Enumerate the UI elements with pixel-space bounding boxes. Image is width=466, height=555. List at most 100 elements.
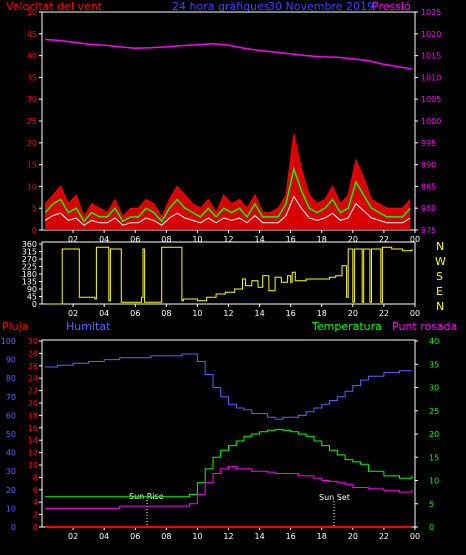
wind-x-tick-label: 16 [286, 235, 296, 244]
direction-x-tick-label: 22 [379, 309, 389, 318]
direction-x-tick-label: 08 [161, 309, 171, 318]
humidity-y-tick-label: 90 [6, 356, 16, 365]
pressure-y-tick-label: 990 [421, 161, 436, 170]
direction-x-tick-label: 06 [130, 309, 140, 318]
direction-x-tick-label: 14 [254, 309, 264, 318]
rain-y-tick-label: 10 [28, 461, 38, 470]
lower-x-tick-label: 22 [379, 532, 389, 541]
wind-x-tick-label: 12 [223, 235, 233, 244]
wind-x-tick-label: 00 [410, 235, 420, 244]
direction-label-n-bottom: N [436, 300, 444, 313]
humidity-y-tick-label: 80 [6, 374, 16, 383]
direction-x-tick-label: 18 [317, 309, 327, 318]
temperature-y-tick-label: 15 [429, 453, 439, 462]
wind-y-tick-label: 25 [27, 117, 37, 126]
lower-x-tick-label: 10 [192, 532, 202, 541]
wind-x-tick-label: 08 [161, 235, 171, 244]
rain-y-tick-label: 20 [28, 399, 38, 408]
wind-speed-title: Velocitat del vent [6, 0, 103, 13]
dew-point-line [45, 466, 413, 509]
temperature-y-tick-label: 35 [429, 360, 439, 369]
direction-label-n-top: N [436, 240, 444, 253]
humidity-title: Humitat [66, 320, 111, 333]
direction-x-tick-label: 04 [99, 309, 109, 318]
wind-y-tick-label: 5 [32, 204, 37, 213]
pressure-y-tick-label: 985 [421, 182, 436, 191]
dew-point-title: Punt rosada [392, 320, 457, 333]
wind-x-tick-label: 14 [254, 235, 264, 244]
humidity-y-tick-label: 20 [6, 486, 16, 495]
wind-y-tick-label: 50 [27, 8, 37, 17]
lower-x-tick-label: 08 [161, 532, 171, 541]
temperature-y-tick-label: 5 [429, 500, 434, 509]
wind-y-tick-label: 30 [27, 95, 37, 104]
wind-speed-line [44, 133, 411, 219]
lower-x-tick-label: 00 [410, 532, 420, 541]
rain-y-tick-label: 16 [28, 424, 38, 433]
direction-y-tick-label: 360 [22, 240, 37, 249]
lower-x-tick-label: 20 [348, 532, 358, 541]
direction-y-tick-label: 225 [22, 263, 37, 272]
wind-x-tick-label: 04 [99, 235, 109, 244]
temperature-y-tick-label: 30 [429, 384, 439, 393]
direction-label-s: S [436, 270, 443, 283]
wind-direction-panel [41, 241, 416, 305]
rain-y-tick-label: 14 [28, 436, 38, 445]
direction-y-tick-label: 0 [32, 300, 37, 309]
wind-direction-line [45, 246, 413, 305]
pressure-y-tick-label: 1000 [421, 117, 441, 126]
wind-min-line [44, 195, 411, 226]
direction-x-tick-label: 00 [410, 309, 420, 318]
rain-y-tick-label: 22 [28, 387, 38, 396]
lower-x-tick-label: 16 [286, 532, 296, 541]
pressure-y-tick-label: 980 [421, 204, 436, 213]
temperature-line [45, 428, 413, 498]
rain-y-tick-label: 30 [28, 337, 38, 346]
sunset-label: Sun Set [319, 493, 350, 502]
direction-x-tick-label: 16 [286, 309, 296, 318]
wind-y-tick-label: 0 [32, 226, 37, 235]
rain-y-tick-label: 0 [33, 523, 38, 532]
rain-title: Pluja [2, 320, 28, 333]
direction-y-tick-label: 45 [27, 293, 37, 302]
wind-x-tick-label: 02 [68, 235, 78, 244]
humidity-line [45, 353, 412, 420]
humidity-y-tick-label: 30 [6, 467, 16, 476]
direction-x-tick-label: 10 [192, 309, 202, 318]
pressure-y-tick-label: 1025 [421, 8, 441, 17]
pressure-y-tick-label: 1015 [421, 52, 441, 61]
pressure-y-tick-label: 975 [421, 226, 436, 235]
humidity-y-tick-label: 0 [11, 523, 16, 532]
humidity-y-tick-label: 60 [6, 411, 16, 420]
rain-y-tick-label: 18 [28, 411, 38, 420]
wind-x-tick-label: 10 [192, 235, 202, 244]
pressure-y-tick-label: 1010 [421, 73, 441, 82]
wind-y-tick-label: 10 [27, 182, 37, 191]
direction-x-tick-label: 20 [348, 309, 358, 318]
wind-y-tick-label: 15 [27, 161, 37, 170]
direction-x-tick-label: 12 [223, 309, 233, 318]
rain-y-tick-label: 28 [28, 349, 38, 358]
wind-avg-line [44, 166, 411, 223]
wind-y-tick-label: 40 [27, 52, 37, 61]
temperature-y-tick-label: 20 [429, 430, 439, 439]
wind-speed-area [45, 134, 411, 230]
lower-x-tick-label: 06 [130, 532, 140, 541]
pressure-y-tick-label: 1020 [421, 30, 441, 39]
pressure-y-tick-label: 995 [421, 139, 436, 148]
humidity-y-tick-label: 100 [1, 337, 16, 346]
direction-y-tick-label: 315 [22, 248, 37, 257]
humidity-temperature-panel [41, 339, 416, 528]
lower-x-tick-label: 18 [317, 532, 327, 541]
date-title: 30 Novembre 2019 [268, 0, 374, 13]
rain-y-tick-label: 2 [33, 511, 38, 520]
rain-y-tick-label: 12 [28, 449, 38, 458]
wind-y-tick-label: 45 [27, 30, 37, 39]
direction-label-w: W [435, 255, 446, 268]
direction-label-e: E [436, 285, 443, 298]
rain-y-tick-label: 4 [33, 498, 38, 507]
wind-x-tick-label: 20 [348, 235, 358, 244]
pressure-y-tick-label: 1005 [421, 95, 441, 104]
wind-x-tick-label: 22 [379, 235, 389, 244]
